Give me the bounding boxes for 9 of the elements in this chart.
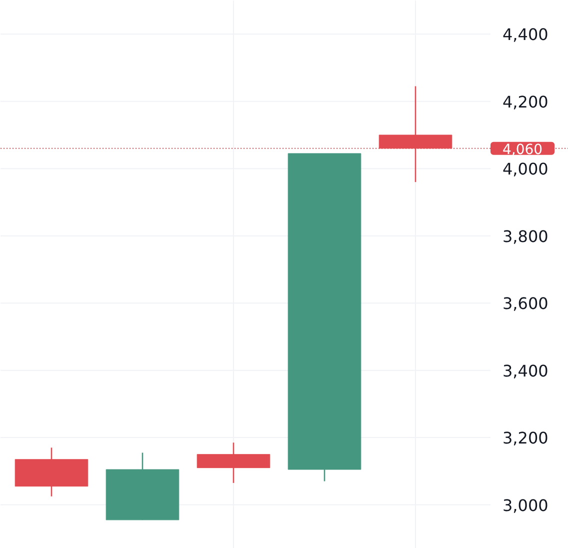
ref-line-label: 4,060: [502, 142, 543, 158]
y-tick-label: 3,000: [502, 496, 548, 515]
y-tick-label: 4,400: [502, 25, 548, 44]
y-tick-label: 3,200: [502, 428, 548, 448]
y-tick-label: 4,000: [502, 160, 548, 179]
y-tick-label: 4,200: [502, 92, 548, 112]
y-tick-label: 3,400: [502, 361, 548, 380]
y-tick-label: 3,800: [502, 226, 548, 246]
y-tick-label: 3,600: [502, 294, 548, 314]
